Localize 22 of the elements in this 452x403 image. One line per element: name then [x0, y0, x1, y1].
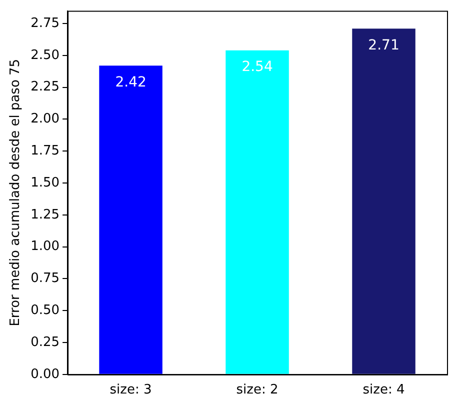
y-tick-label: 2.00 [30, 112, 60, 127]
bar [99, 66, 162, 374]
y-tick-label: 2.50 [30, 48, 60, 63]
y-tick-label: 1.25 [30, 207, 60, 222]
bar [226, 50, 289, 374]
y-tick-label: 1.75 [30, 144, 60, 159]
y-tick-label: 0.00 [30, 366, 60, 382]
y-tick-label: 0.50 [30, 302, 60, 318]
y-tick-label: 2.25 [30, 80, 60, 95]
y-tick-label: 0.25 [30, 334, 60, 350]
y-axis-title: Error medio acumulado desde el paso 75 [8, 58, 24, 326]
bar [352, 28, 416, 374]
y-tick-label: 1.50 [30, 175, 60, 190]
x-tick-label: size: 4 [362, 382, 405, 398]
x-tick-label: size: 2 [236, 382, 278, 398]
y-tick-label: 0.75 [30, 271, 60, 286]
data-label: 2.71 [368, 37, 400, 54]
x-tick-label: size: 3 [110, 382, 152, 398]
y-tick-label: 2.75 [30, 16, 60, 31]
data-label: 2.54 [242, 58, 273, 75]
data-label: 2.42 [115, 74, 146, 90]
y-tick-label: 1.00 [30, 239, 60, 254]
